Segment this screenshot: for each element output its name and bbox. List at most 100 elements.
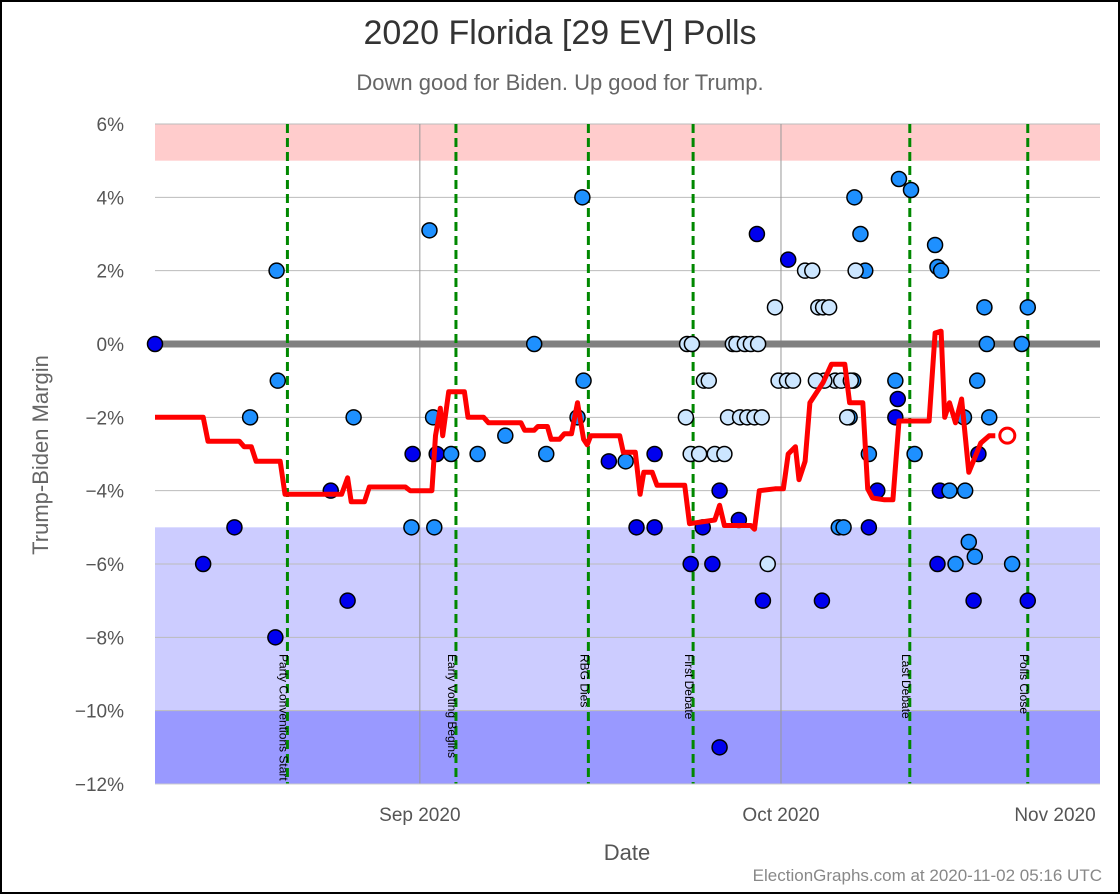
margin-bands bbox=[155, 124, 1100, 784]
poll-point bbox=[711, 482, 728, 499]
x-tick-label: Sep 2020 bbox=[379, 805, 460, 826]
trend-end-marker bbox=[998, 426, 1017, 445]
poll-point bbox=[960, 533, 978, 551]
poll-point bbox=[766, 299, 784, 316]
poll-point bbox=[646, 445, 663, 463]
poll-point bbox=[677, 409, 695, 426]
y-tick-label: 2% bbox=[97, 262, 125, 283]
x-tick-label: Nov 2020 bbox=[1014, 805, 1095, 826]
event-label: Party Conventions Start bbox=[276, 654, 290, 781]
axes: 6% 4% 2% 0% −2% −4% −6% −8% −10% −12% Sep 2020 Oct … bbox=[75, 115, 1100, 826]
event-label: Last Debate bbox=[899, 654, 913, 719]
poll-point bbox=[804, 262, 821, 279]
poll-point bbox=[700, 372, 718, 389]
poll-point bbox=[682, 555, 699, 573]
y-tick-label: −12% bbox=[75, 775, 124, 796]
poll-point bbox=[838, 409, 856, 426]
poll-point bbox=[1003, 555, 1021, 573]
event-label: First Debate bbox=[682, 654, 696, 720]
poll-point bbox=[339, 592, 356, 609]
event-label: RBG Dies bbox=[577, 654, 591, 707]
poll-point bbox=[965, 592, 982, 609]
y-tick-label: 4% bbox=[97, 188, 125, 209]
poll-point bbox=[403, 519, 420, 536]
poll-point bbox=[426, 519, 443, 536]
poll-point bbox=[268, 262, 285, 279]
poll-point bbox=[575, 372, 592, 389]
trend-line bbox=[155, 328, 1017, 532]
poll-point bbox=[820, 299, 838, 316]
poll-point bbox=[926, 236, 944, 254]
poll-point bbox=[978, 335, 996, 353]
poll-point bbox=[956, 482, 974, 499]
poll-point bbox=[860, 519, 878, 536]
poll-point bbox=[889, 390, 907, 408]
poll-point bbox=[835, 519, 852, 536]
y-tick-label: −2% bbox=[85, 408, 124, 429]
poll-point bbox=[574, 189, 591, 206]
chart-title: 2020 Florida [29 EV] Polls bbox=[363, 14, 757, 52]
poll-point bbox=[902, 181, 920, 199]
event-label: Polls Close bbox=[1017, 654, 1031, 714]
poll-point bbox=[497, 427, 514, 444]
poll-point bbox=[1013, 335, 1031, 353]
poll-point bbox=[226, 519, 243, 536]
y-tick-label: −6% bbox=[85, 555, 124, 576]
poll-point bbox=[690, 445, 708, 463]
poll-point bbox=[617, 453, 634, 470]
poll-point bbox=[906, 445, 923, 463]
poll-point bbox=[628, 519, 645, 536]
poll-point bbox=[754, 592, 772, 609]
poll-point bbox=[966, 548, 984, 565]
poll-point bbox=[1019, 299, 1037, 316]
y-tick-label: −4% bbox=[85, 482, 124, 503]
poll-point bbox=[748, 225, 766, 243]
poll-point bbox=[749, 335, 767, 353]
chart-subtitle: Down good for Biden. Up good for Trump. bbox=[356, 70, 764, 95]
credit-text: ElectionGraphs.com at 2020-11-02 05:16 U… bbox=[752, 866, 1102, 885]
poll-point bbox=[759, 555, 776, 573]
x-tick-label: Oct 2020 bbox=[742, 805, 819, 826]
poll-point bbox=[600, 453, 618, 470]
poll-point bbox=[537, 445, 555, 463]
poll-point bbox=[716, 445, 733, 463]
x-axis-label: Date bbox=[604, 840, 650, 865]
poll-point bbox=[846, 189, 863, 206]
poll-point bbox=[711, 739, 728, 756]
poll-point bbox=[1019, 592, 1037, 609]
poll-point bbox=[784, 372, 802, 389]
poll-point bbox=[813, 592, 831, 609]
poll-point bbox=[267, 629, 284, 646]
poll-point bbox=[442, 445, 460, 463]
y-tick-label: 0% bbox=[97, 335, 125, 356]
poll-point bbox=[421, 222, 438, 239]
poll-point bbox=[146, 335, 164, 353]
y-tick-label: 6% bbox=[97, 115, 125, 136]
y-tick-label: −8% bbox=[85, 628, 124, 649]
poll-point bbox=[753, 409, 770, 426]
poll-point bbox=[852, 225, 869, 243]
band-1 bbox=[155, 527, 1100, 711]
poll-point bbox=[469, 445, 486, 463]
poll-points bbox=[146, 170, 1037, 756]
poll-point bbox=[941, 482, 958, 499]
poll-point bbox=[890, 170, 908, 188]
poll-point bbox=[947, 555, 964, 573]
poll-point bbox=[929, 555, 946, 573]
poll-point bbox=[968, 372, 986, 389]
event-label: Early Voting Begins bbox=[445, 654, 459, 758]
poll-point bbox=[887, 372, 904, 389]
poll-point bbox=[241, 409, 259, 426]
poll-point bbox=[525, 335, 543, 353]
poll-point bbox=[704, 555, 721, 573]
poll-point bbox=[932, 262, 950, 279]
poll-point bbox=[980, 409, 998, 426]
poll-point bbox=[847, 262, 864, 279]
poll-point bbox=[683, 335, 701, 353]
poll-point bbox=[345, 409, 362, 426]
poll-point bbox=[404, 445, 421, 463]
poll-point bbox=[269, 372, 287, 389]
trend-path bbox=[155, 328, 996, 532]
poll-point bbox=[646, 519, 663, 536]
